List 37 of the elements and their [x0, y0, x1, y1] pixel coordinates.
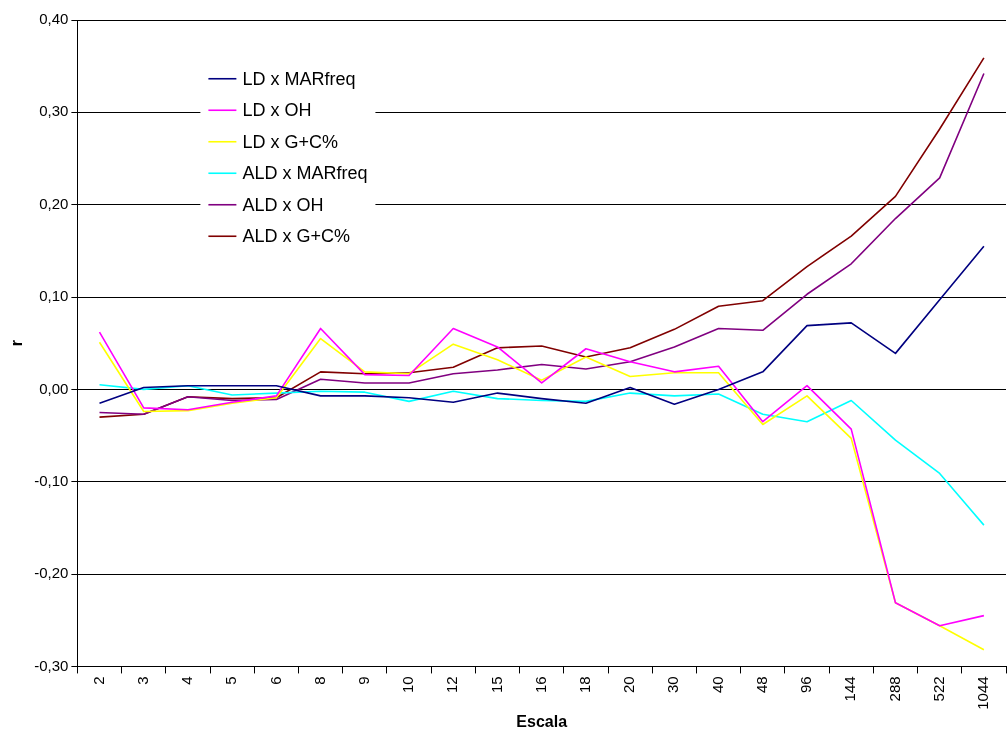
x-tick-label: 15: [487, 676, 505, 694]
y-tick-label: -0,10: [34, 471, 69, 489]
legend-label: ALD x G+C%: [242, 226, 350, 247]
x-axis-title: Escala: [516, 712, 568, 730]
y-tick-label: 0,30: [39, 102, 69, 120]
legend-label: LD x OH: [242, 100, 312, 121]
x-tick-label: 18: [576, 676, 594, 694]
x-tick-label: 288: [885, 676, 903, 702]
x-tick-label: 8: [310, 676, 328, 685]
x-tick-label: 4: [178, 676, 196, 685]
x-tick-label: 522: [929, 676, 947, 702]
y-tick-label: 0,40: [39, 10, 69, 28]
x-tick-label: 6: [266, 676, 284, 685]
x-tick-label: 3: [133, 676, 151, 685]
x-tick-label: 10: [399, 676, 417, 694]
x-tick-label: 96: [797, 676, 815, 694]
x-tick-label: 16: [531, 676, 549, 694]
x-tick-label: 12: [443, 676, 461, 694]
y-tick-label: 0,10: [39, 287, 69, 305]
y-axis-title: r: [8, 340, 26, 347]
legend-label: ALD x MARfreq: [242, 163, 368, 184]
y-tick-label: 0,00: [39, 379, 69, 397]
x-tick-label: 2: [89, 676, 107, 685]
y-tick-label: 0,20: [39, 194, 69, 212]
x-tick-label: 5: [222, 676, 240, 685]
x-tick-label: 30: [664, 676, 682, 694]
legend-label: LD x G+C%: [242, 131, 338, 152]
legend-label: ALD x OH: [242, 194, 324, 215]
x-tick-label: 144: [841, 676, 859, 702]
x-tick-label: 9: [354, 676, 372, 685]
x-tick-label: 48: [752, 676, 770, 694]
y-tick-label: -0,20: [34, 564, 69, 582]
x-tick-label: 20: [620, 676, 638, 694]
x-tick-label: 1044: [974, 676, 992, 710]
x-tick-label: 40: [708, 676, 726, 694]
y-tick-label: -0,30: [34, 656, 69, 674]
legend-label: LD x MARfreq: [242, 68, 356, 89]
